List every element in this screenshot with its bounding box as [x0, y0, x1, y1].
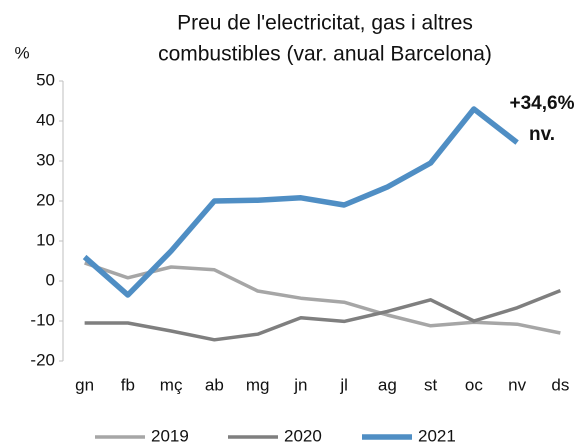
series-line	[82, 106, 519, 298]
x-tick-label: ds	[551, 375, 569, 394]
x-tick-label: fb	[121, 375, 135, 394]
x-tick-label: nv	[508, 375, 526, 394]
y-axis-label: %	[14, 43, 29, 62]
series-line	[84, 261, 561, 335]
y-tick-label: 30	[36, 150, 55, 169]
x-tick-label: mg	[246, 375, 270, 394]
annotation: nv.	[529, 124, 555, 145]
y-tick-label: 40	[36, 110, 55, 129]
y-tick-label: 10	[36, 230, 55, 249]
x-tick-label: mç	[160, 375, 183, 394]
x-tick-label: oc	[465, 375, 483, 394]
x-tick-label: ab	[205, 375, 224, 394]
x-tick-label: jn	[293, 375, 307, 394]
chart-title: Preu de l'electricitat, gas i altres	[177, 12, 473, 35]
y-tick-label: 50	[36, 70, 55, 89]
legend-label: 2019	[151, 426, 189, 444]
y-tick-label: -20	[30, 350, 55, 369]
series-line	[84, 288, 562, 342]
annotation: +34,6%	[510, 93, 575, 114]
chart-title: combustibles (var. anual Barcelona)	[158, 43, 492, 66]
y-tick-label: 20	[36, 190, 55, 209]
y-tick-label: 0	[46, 270, 55, 289]
legend-label: 2020	[284, 426, 322, 444]
x-tick-label: st	[424, 375, 438, 394]
y-tick-label: -10	[30, 310, 55, 329]
legend-label: 2021	[418, 426, 456, 444]
x-tick-label: gn	[75, 375, 94, 394]
x-tick-label: jl	[339, 375, 348, 394]
x-tick-label: ag	[378, 375, 397, 394]
